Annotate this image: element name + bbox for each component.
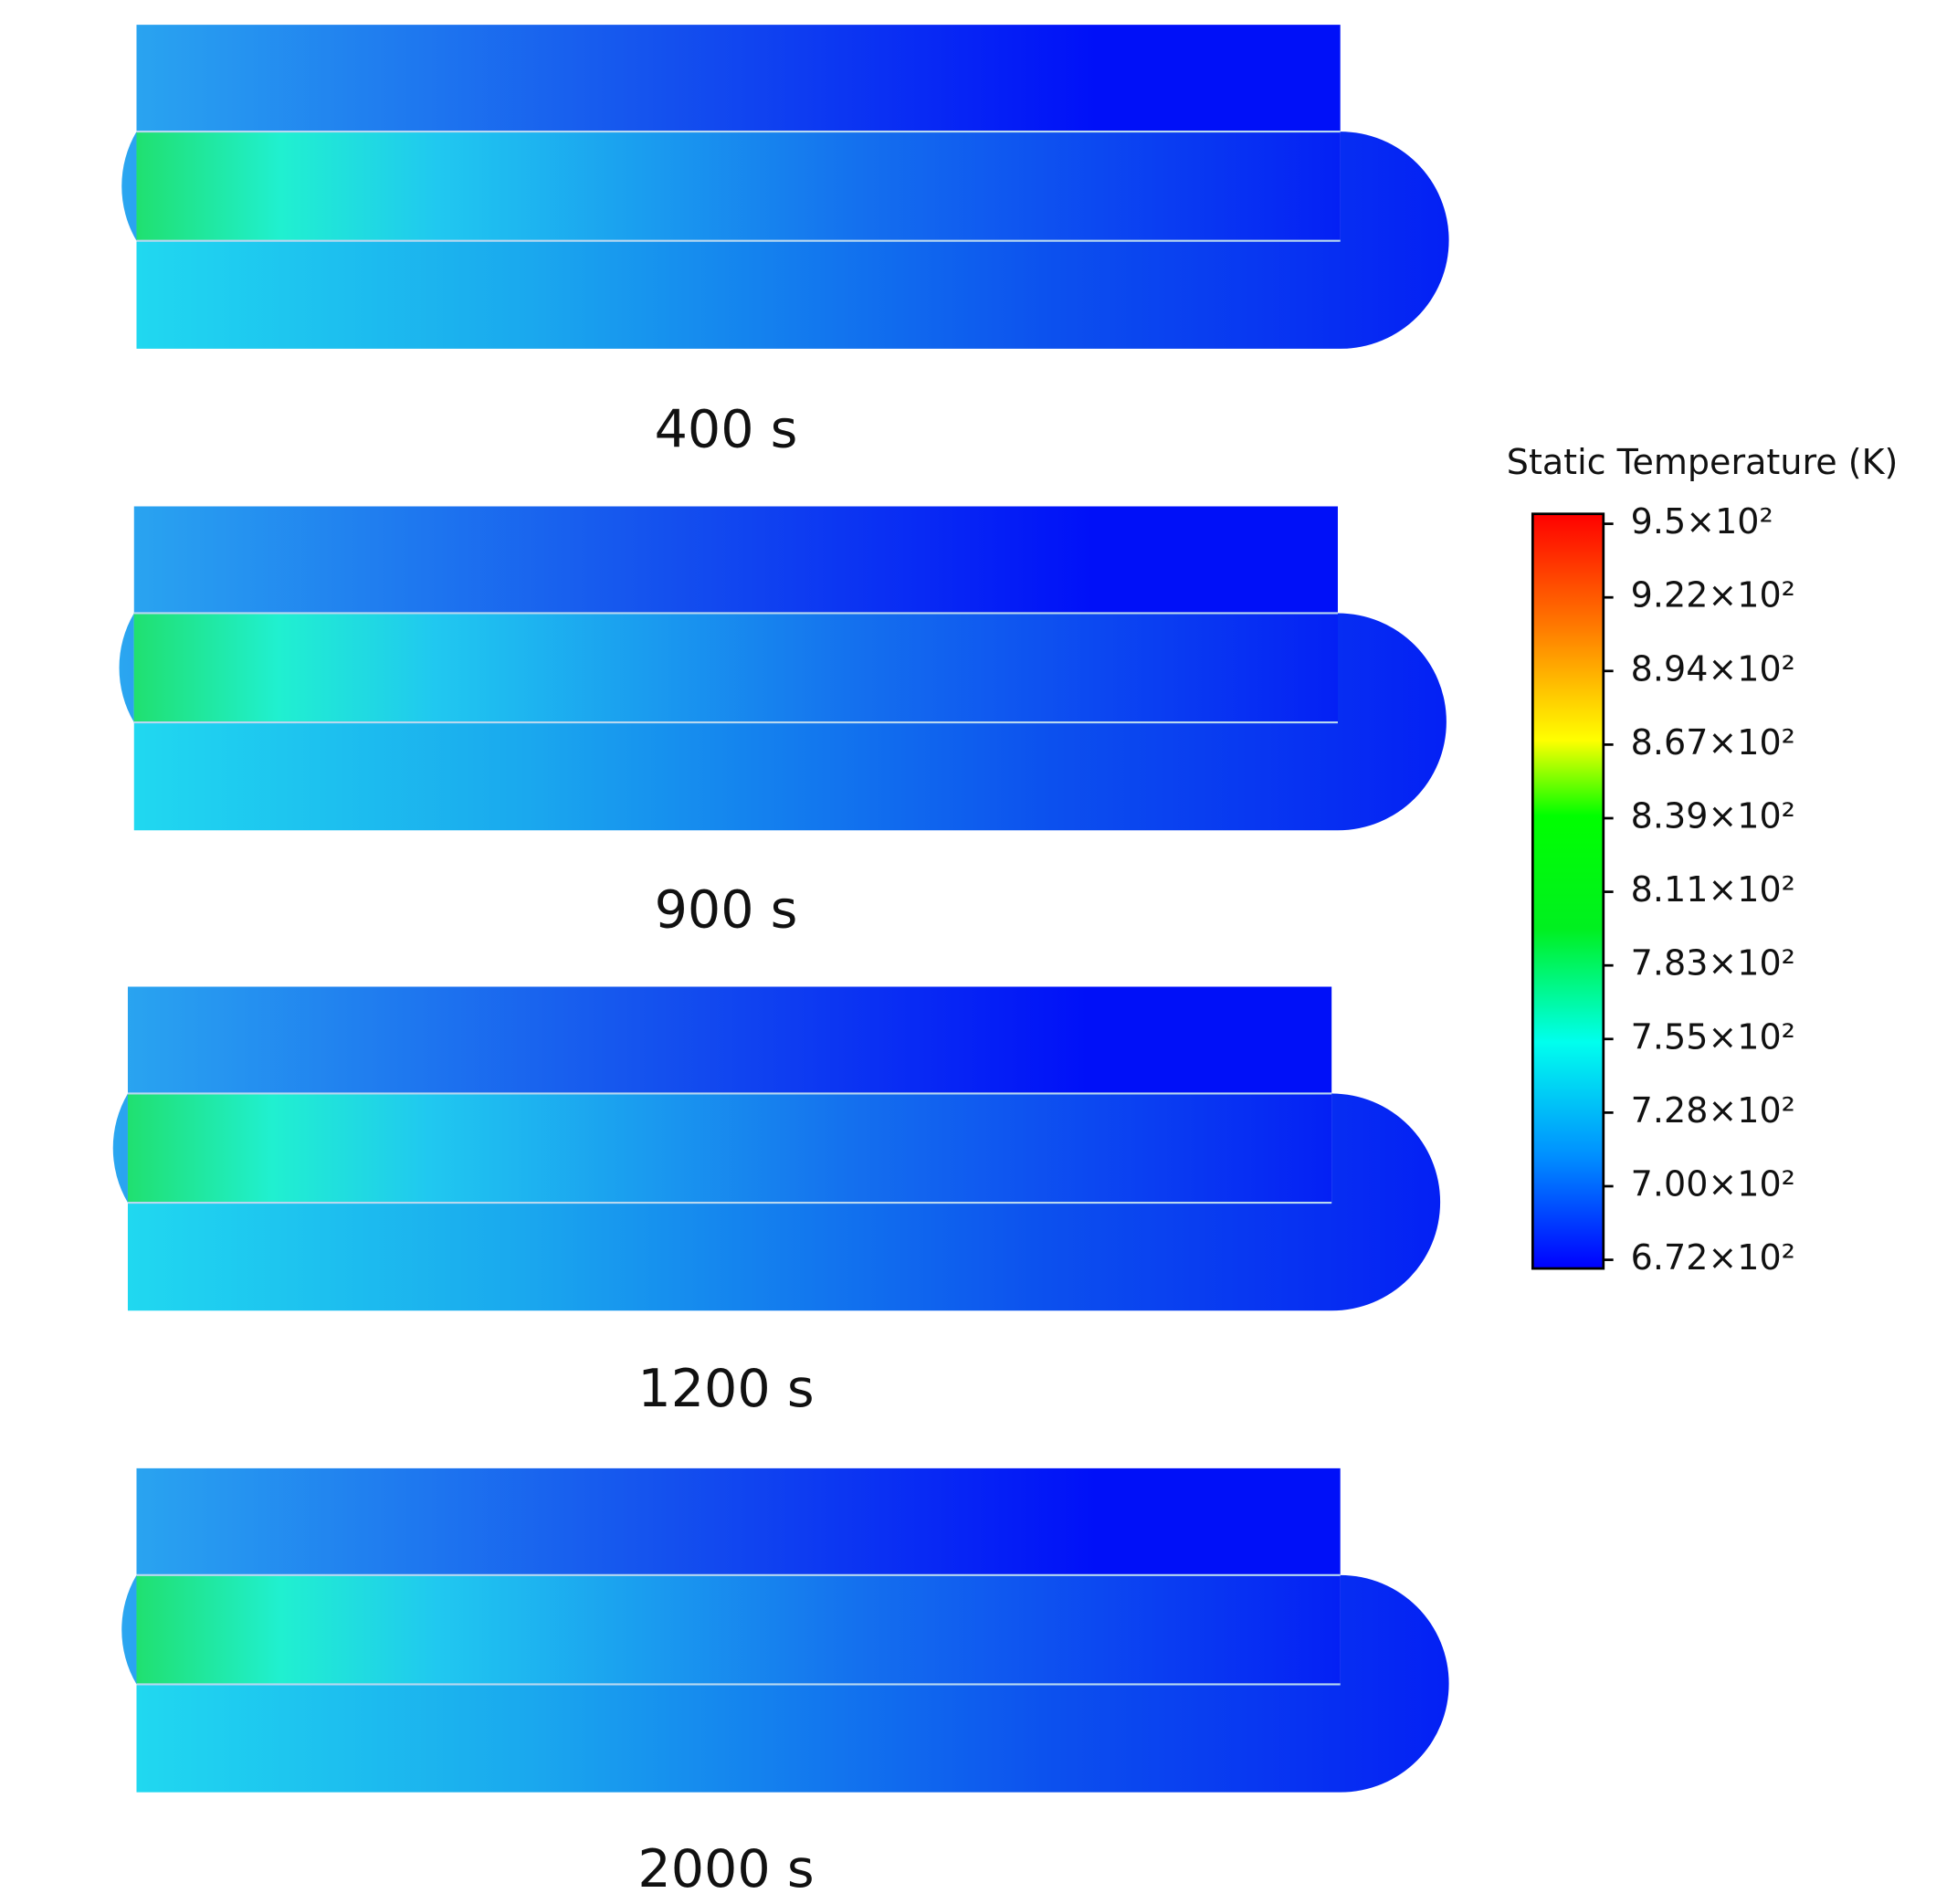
tick-label: 8.94×10² [1631,648,1795,689]
tick-label: 8.67×10² [1631,722,1795,763]
contour-panel [121,1467,1450,1794]
tick-label: 9.5×10² [1631,501,1773,542]
tick-label: 7.28×10² [1631,1090,1795,1131]
contour-panel [111,985,1442,1312]
panel-label: 2000 s [637,1839,814,1899]
contour-panel [121,24,1450,350]
panel-label: 400 s [655,399,798,459]
colorbar [1531,512,1605,1270]
colorbar-ticks: 9.5×10² 9.22×10² 8.94×10² 8.67×10² 8.39×10² 8… [1603,501,1795,1278]
contour-panel [118,505,1447,832]
panel-label: 1200 s [637,1359,814,1419]
tick-label: 9.22×10² [1631,575,1795,615]
tick-label: 7.83×10² [1631,943,1795,984]
panel-label: 900 s [655,879,798,940]
tick-label: 8.11×10² [1631,869,1795,910]
tick-label: 8.39×10² [1631,795,1795,836]
tick-label: 6.72×10² [1631,1237,1795,1278]
legend-title: Static Temperature (K) [1507,442,1899,482]
tick-label: 7.00×10² [1631,1163,1795,1204]
tick-label: 7.55×10² [1631,1016,1795,1057]
